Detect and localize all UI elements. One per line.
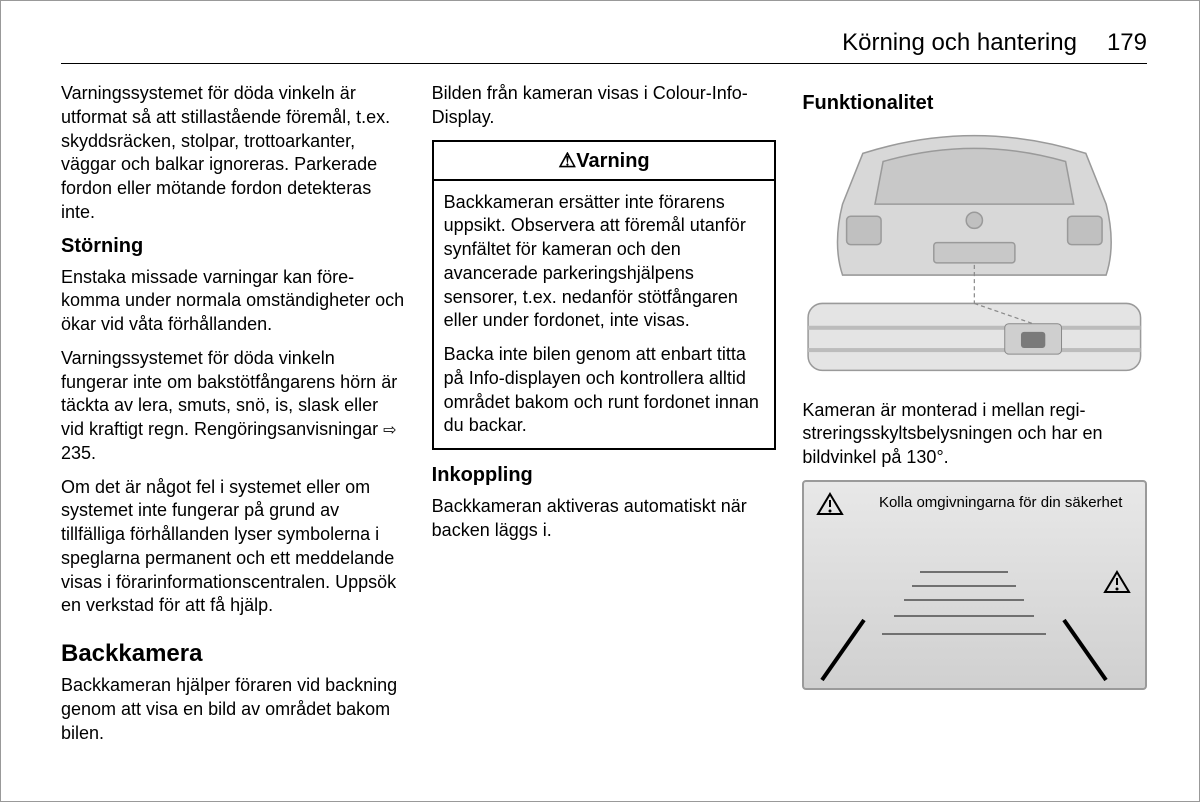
warning-heading: ⚠Varning: [434, 142, 775, 181]
col3-p1: Kameran är monterad i mellan regi­streri…: [802, 399, 1147, 470]
content-columns: Varningssystemet för döda vinkeln är utf…: [61, 82, 1147, 755]
storning-p2: Varningssystemet för döda vinkeln funger…: [61, 347, 406, 466]
col2-p1: Bilden från kameran visas i Colour-Info-…: [432, 82, 777, 130]
intro-paragraph: Varningssystemet för döda vinkeln är utf…: [61, 82, 406, 225]
warning-label: Varning: [576, 150, 649, 172]
column-2: Bilden från kameran visas i Colour-Info-…: [432, 82, 777, 755]
storning-heading: Störning: [61, 235, 406, 258]
camera-display-figure: Kolla omgivningarna för din säkerhet: [802, 480, 1147, 690]
backkamera-paragraph: Backkameran hjälper föraren vid backning…: [61, 674, 406, 745]
inkoppling-heading: Inkoppling: [432, 464, 777, 487]
xref-icon: ⇨: [383, 420, 396, 441]
warning-box: ⚠Varning Backkameran ersätter inte för­a…: [432, 140, 777, 451]
storning-p2-text: Varningssystemet för döda vinkeln funger…: [61, 348, 397, 439]
inkoppling-paragraph: Backkameran aktiveras automatiskt när ba…: [432, 495, 777, 543]
column-3: Funktionalitet: [802, 82, 1147, 755]
display-top-row: Kolla omgivningarna för din säkerhet: [816, 492, 1133, 516]
storning-p2-ref: 235.: [61, 443, 96, 463]
funktionalitet-heading: Funktionalitet: [802, 92, 1147, 115]
warning-p2: Backa inte bilen genom att enbart titta …: [444, 343, 765, 438]
road-guidelines-svg: [804, 562, 1124, 682]
column-1: Varningssystemet för döda vinkeln är utf…: [61, 82, 406, 755]
warning-triangle-left-icon: [816, 492, 844, 516]
page-number: 179: [1107, 29, 1147, 57]
warning-body: Backkameran ersätter inte för­arens upps…: [434, 181, 775, 449]
display-message: Kolla omgivningarna för din säkerhet: [868, 494, 1133, 513]
vehicle-rear-figure: [802, 123, 1147, 387]
storning-p3: Om det är något fel i systemet eller om …: [61, 476, 406, 619]
storning-p1: Enstaka missade varningar kan före­komma…: [61, 266, 406, 337]
warning-triangle-icon: ⚠: [558, 150, 576, 172]
manual-page: Körning och hantering 179 Varningssystem…: [0, 0, 1200, 802]
header-title: Körning och hantering: [842, 29, 1077, 57]
vehicle-rear-svg: [802, 123, 1147, 387]
page-header: Körning och hantering 179: [61, 29, 1147, 64]
warning-p1: Backkameran ersätter inte för­arens upps…: [444, 191, 765, 334]
backkamera-heading: Backkamera: [61, 640, 406, 668]
